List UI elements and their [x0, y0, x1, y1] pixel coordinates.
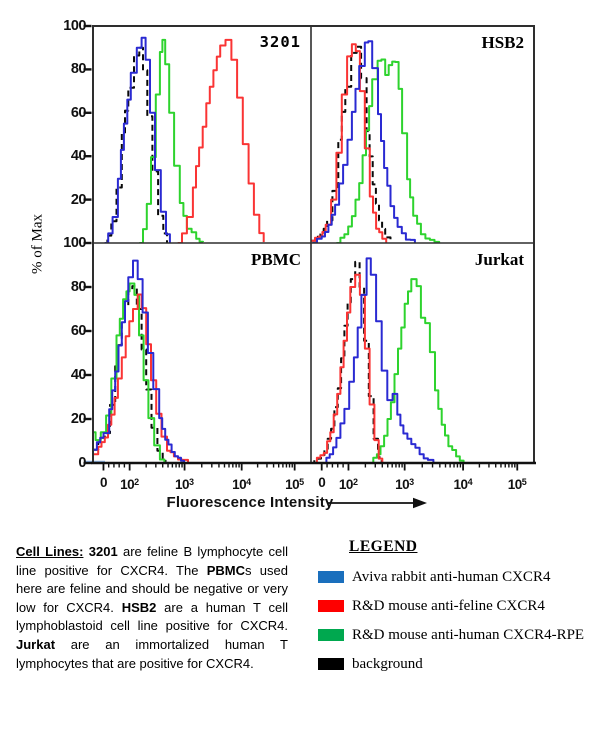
y-tick-label: 60 — [70, 104, 87, 121]
y-tick-label: 80 — [70, 279, 87, 295]
y-tick-label: 20 — [70, 191, 87, 208]
panel-title-3201: 3201 — [259, 33, 301, 51]
panel-title-HSB2: HSB2 — [481, 33, 524, 52]
y-axis-title: % of Max — [29, 214, 46, 274]
y-tick-label: 20 — [70, 411, 87, 427]
description-segment: are an immortalized human T lymphocytes … — [16, 636, 288, 671]
y-tick-label: 60 — [70, 323, 87, 339]
panel-title-Jurkat: Jurkat — [474, 250, 524, 269]
legend-item-blue: Aviva rabbit anti-human CXCR4 — [318, 569, 590, 585]
y-tick-label: 0 — [78, 455, 86, 471]
description-segment: Jurkat — [16, 636, 56, 652]
curve-3201-red — [177, 38, 265, 243]
description-segment: 3201 — [88, 544, 118, 559]
curve-HSB2-blue — [312, 40, 416, 243]
legend-item-green: R&D mouse anti-human CXCR4-RPE — [318, 627, 590, 643]
legend-swatch-blue-icon — [318, 571, 344, 583]
legend-swatch-red-icon — [318, 600, 344, 612]
panel-title-PBMC: PBMC — [250, 250, 301, 269]
curve-Jurkat-red — [311, 273, 384, 463]
x-tick-label: 103 — [395, 477, 415, 492]
legend-item-label: R&D mouse anti-human CXCR4-RPE — [352, 626, 585, 643]
curve-PBMC-blue — [93, 259, 186, 463]
y-tick-label: 100 — [63, 235, 86, 251]
curve-PBMC-green — [93, 282, 166, 463]
curve-Jurkat-green — [369, 278, 465, 463]
x-tick-label: 105 — [285, 477, 305, 492]
curve-HSB2-green — [336, 58, 441, 243]
x-tick-label: 103 — [175, 477, 195, 492]
legend-item-label: Aviva rabbit anti-human CXCR4 — [352, 568, 551, 585]
description-segment: HSB2 — [121, 599, 157, 615]
legend: LEGEND Aviva rabbit anti-human CXCR4 R&D… — [318, 538, 590, 672]
y-tick-label: 40 — [70, 367, 87, 383]
legend-item-label: R&D mouse anti-feline CXCR4 — [352, 597, 545, 614]
description-segment: Cell Lines: — [16, 544, 84, 559]
x-tick-label: 104 — [232, 477, 252, 492]
description-segment: are feline B lymphocyte cell line positi… — [16, 544, 288, 578]
legend-item-black: background — [318, 656, 590, 672]
description-segment: s used here are feline and should be neg… — [16, 562, 288, 615]
curve-3201-black — [104, 46, 168, 243]
legend-swatch-black-icon — [318, 658, 344, 670]
description-segment: are a human T cell lymphoblastoid cell l… — [16, 599, 288, 634]
x-tick-label: 104 — [453, 477, 473, 492]
legend-item-red: R&D mouse anti-feline CXCR4 — [318, 598, 590, 614]
x-tick-label: 105 — [507, 477, 527, 492]
y-tick-label: 40 — [70, 148, 87, 165]
curve-HSB2-red — [311, 43, 388, 243]
curve-3201-blue — [104, 36, 171, 243]
curve-Jurkat-blue — [323, 257, 435, 463]
x-tick-label: 102 — [338, 477, 358, 492]
x-tick-label: 0 — [99, 475, 108, 490]
description-segment: PBMC — [206, 562, 246, 578]
curve-PBMC-red — [93, 293, 189, 463]
x-axis-title: Fluorescence Intensity — [166, 494, 334, 511]
y-tick-label: 80 — [70, 61, 87, 78]
curve-Jurkat-black — [311, 260, 383, 463]
y-tick-label: 100 — [63, 18, 86, 34]
x-tick-label: 102 — [120, 477, 140, 492]
legend-swatch-green-icon — [318, 629, 344, 641]
legend-title: LEGEND — [349, 538, 418, 555]
legend-item-label: background — [352, 655, 423, 672]
flow-cytometry-chart — [83, 24, 536, 509]
cell-lines-description: Cell Lines: 3201 are feline B lymphocyte… — [16, 543, 288, 673]
curve-3201-green — [139, 38, 204, 243]
x-tick-label: 0 — [318, 475, 326, 490]
